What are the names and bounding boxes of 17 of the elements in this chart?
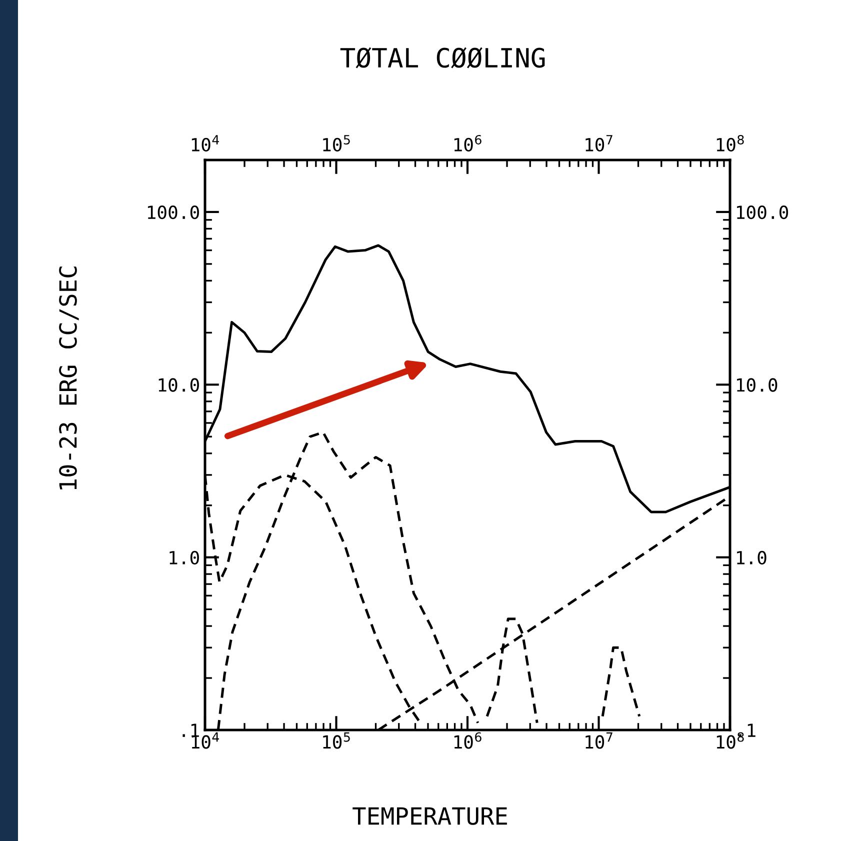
x-tick-label: 10$^{7}$ xyxy=(586,732,612,749)
x-tick-label: 10$^{5}$ xyxy=(323,732,350,749)
x-axis-title: TEMPERATURE xyxy=(352,807,507,825)
chart-title: TØTAL CØØLING xyxy=(340,47,545,68)
text: 10$^{4}$ xyxy=(192,135,219,152)
text: 10.0 xyxy=(737,378,778,392)
y-tick-label: 10.0 xyxy=(158,378,199,392)
x-tick-label: 10$^{6}$ xyxy=(454,732,482,749)
y-axis-title: 10-23 ERG CC/SEC xyxy=(59,266,79,490)
y-tick-label: 100.0 xyxy=(148,205,199,220)
text: 10$^{7}$ xyxy=(586,135,612,152)
text: 10$^{6}$ xyxy=(454,134,482,152)
y-tick-label: 1.0 xyxy=(170,550,199,564)
text: 100.0 xyxy=(737,205,788,220)
text: 10$^{5}$ xyxy=(323,135,350,152)
text: 1.0 xyxy=(737,550,766,564)
text: 10$^{8}$ xyxy=(716,134,744,152)
